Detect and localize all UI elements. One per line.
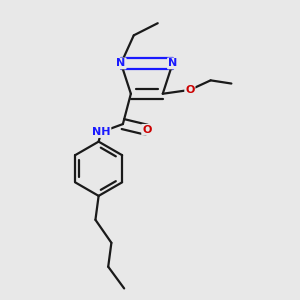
Text: O: O: [185, 85, 195, 95]
Text: O: O: [142, 125, 152, 135]
Text: N: N: [168, 58, 177, 68]
Text: NH: NH: [92, 127, 110, 137]
Text: N: N: [116, 58, 126, 68]
